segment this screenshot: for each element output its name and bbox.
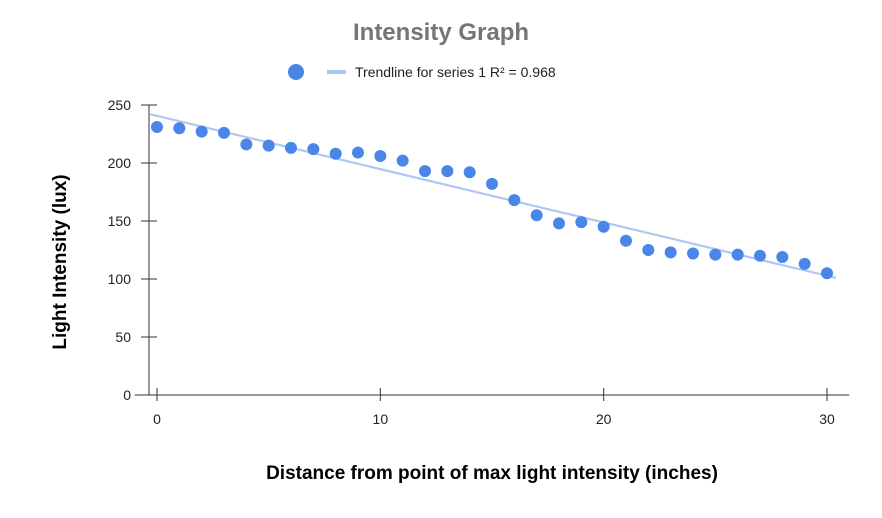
y-axis-ticks: 0 50 100 150 200 250 [108,97,157,403]
data-point [463,166,476,179]
data-point [173,122,186,135]
y-axis-title: Light Intensity (lux) [50,174,71,349]
data-point [776,250,789,263]
x-axis-ticks: 0 10 20 30 [153,388,835,427]
data-point [285,141,297,154]
data-point [262,139,275,152]
data-point [754,249,766,262]
data-point [508,194,521,207]
data-point [642,244,655,256]
data-point [798,257,811,270]
data-point [620,234,632,247]
data-point [419,165,431,178]
data-point [218,126,230,139]
data-point [240,138,253,151]
legend-trendline-label: Trendline for series 1 R² = 0.968 [355,64,556,80]
data-point [151,121,163,134]
chart-title: Intensity Graph [353,19,529,46]
y-tick-label: 150 [108,213,132,229]
x-tick-label: 10 [373,411,389,427]
y-tick-label: 200 [108,155,132,171]
data-point [597,220,610,233]
legend: Trendline for series 1 R² = 0.968 [288,64,556,80]
legend-point-marker [288,64,304,80]
data-points [151,121,833,280]
x-tick-label: 0 [153,411,161,427]
data-point [352,146,364,159]
x-axis-title: Distance from point of max light intensi… [266,463,718,484]
data-point [709,248,722,261]
y-tick-label: 50 [115,329,131,345]
x-tick-label: 30 [819,411,835,427]
y-tick-label: 100 [108,271,132,287]
axes [134,105,850,396]
x-tick-label: 20 [596,411,612,427]
data-point [396,154,409,167]
data-point [731,248,744,261]
data-point [575,216,588,229]
data-point [664,246,677,259]
data-point [486,177,498,190]
data-point [195,125,208,138]
data-point [307,143,320,156]
y-tick-label: 0 [123,387,131,403]
data-point [329,147,342,160]
data-point [687,247,699,260]
data-point [530,209,543,222]
data-point [553,217,565,230]
data-point [441,165,454,178]
data-point [821,267,833,280]
data-point [374,150,387,163]
y-tick-label: 250 [108,97,132,113]
